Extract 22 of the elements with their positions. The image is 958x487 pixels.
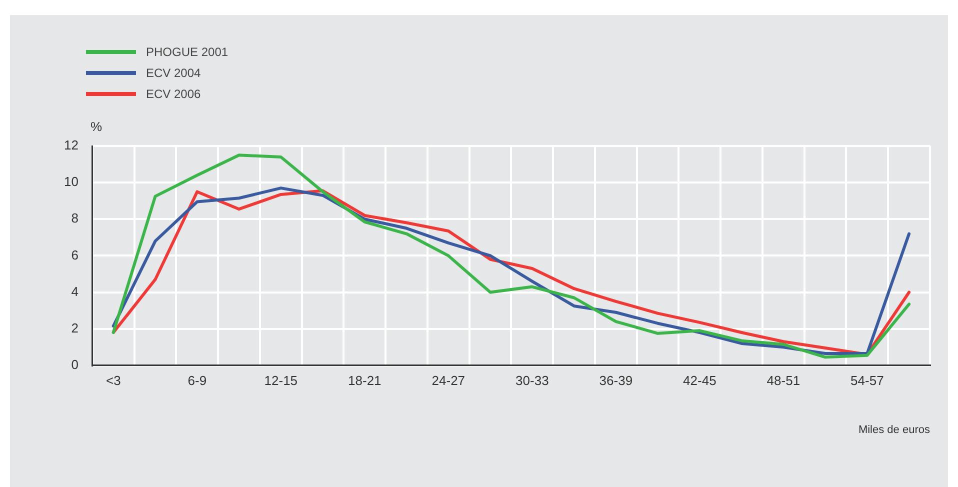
x-axis-title: Miles de euros — [858, 424, 930, 436]
legend-label: PHOGUE 2001 — [146, 44, 228, 58]
x-tick-label: 6-9 — [188, 372, 207, 388]
y-tick-label: 0 — [71, 356, 78, 372]
y-tick-label: 10 — [64, 174, 78, 190]
y-tick-label: 8 — [71, 210, 78, 226]
legend-label: ECV 2006 — [146, 86, 201, 100]
x-tick-label: <3 — [106, 372, 121, 388]
x-tick-label: 48-51 — [766, 372, 800, 388]
y-tick-label: 2 — [71, 320, 78, 336]
y-tick-label: 12 — [64, 138, 78, 153]
x-tick-label: 18-21 — [348, 372, 382, 388]
x-tick-label: 12-15 — [264, 372, 298, 388]
x-tick-label: 54-57 — [850, 372, 884, 388]
legend-label: ECV 2004 — [146, 66, 201, 80]
x-tick-label: 36-39 — [599, 372, 633, 388]
x-tick-label: 42-45 — [683, 372, 716, 388]
y-tick-label: 4 — [71, 284, 78, 299]
x-tick-label: 24-27 — [432, 372, 466, 388]
y-axis-title: % — [90, 119, 102, 134]
x-tick-label: 30-33 — [516, 372, 549, 388]
y-tick-label: 6 — [71, 247, 78, 262]
